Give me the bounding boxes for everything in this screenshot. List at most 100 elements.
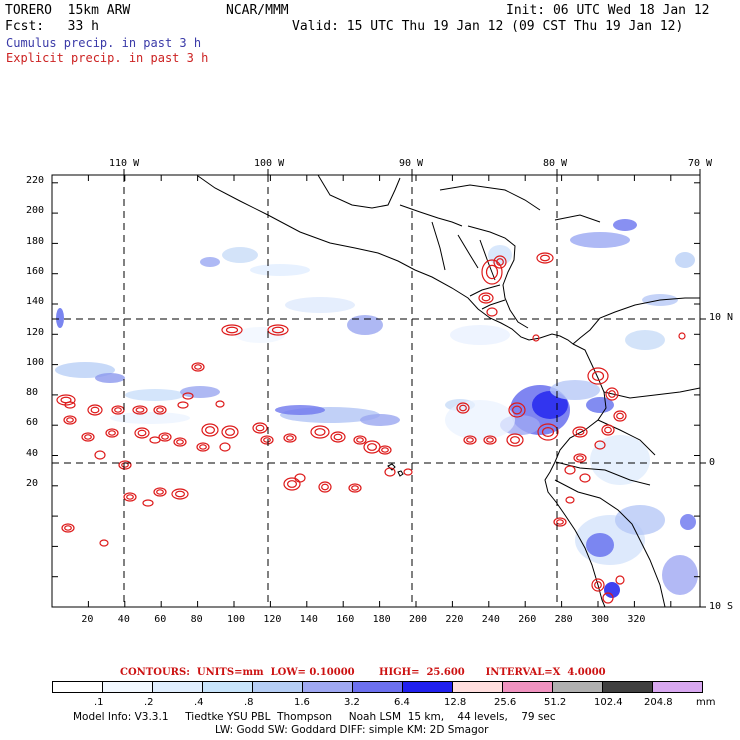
explicit-contour [594, 440, 606, 450]
x-tick-label: 200 [409, 614, 428, 625]
cumulus-area [586, 397, 614, 413]
explicit-contour [173, 437, 187, 447]
explicit-contour [219, 442, 231, 452]
y-tick-label: 60 [26, 417, 39, 429]
explicit-contour [149, 436, 161, 444]
explicit-contour [615, 575, 625, 585]
explicit-contour-inner [486, 437, 494, 443]
explicit-contour [201, 423, 219, 437]
explicit-contour [191, 362, 205, 372]
explicit-contour [601, 424, 615, 436]
center-label: NCAR/MMM [226, 3, 289, 18]
scale-swatch [452, 681, 503, 693]
coastline [603, 387, 701, 399]
explicit-contour-inner [594, 581, 602, 589]
explicit-contour [182, 392, 194, 400]
scale-label: 51.2 [544, 697, 567, 708]
cumulus-area [590, 435, 650, 485]
scale-swatch [402, 681, 453, 693]
explicit-contour-inner [108, 430, 116, 436]
explicit-contour-inner [263, 437, 271, 443]
coastline [554, 479, 666, 608]
explicit-contour [283, 477, 301, 491]
cumulus-area [285, 297, 355, 313]
valid-time: Valid: 15 UTC Thu 19 Jan 12 (09 CST Thu … [292, 19, 684, 34]
explicit-contour [553, 517, 567, 527]
explicit-contour [252, 422, 268, 434]
axis-ticks [51, 169, 706, 608]
explicit-contour-inner [511, 405, 522, 415]
coastline [481, 299, 506, 310]
coastline [397, 470, 404, 477]
y-tick-label: 180 [26, 235, 45, 247]
explicit-contour-inner [616, 412, 624, 420]
explicit-contour [153, 405, 167, 415]
y-tick-label: 80 [26, 387, 39, 399]
explicit-contour [94, 450, 106, 460]
explicit-contour-inner [541, 427, 555, 438]
explicit-contour [384, 467, 396, 477]
scale-swatch [152, 681, 203, 693]
explicit-contour [283, 433, 297, 443]
scale-label: 3.2 [344, 697, 360, 708]
explicit-contour-inner [255, 424, 265, 432]
scale-label: 102.4 [594, 697, 623, 708]
cumulus-area [445, 400, 515, 440]
coastline [479, 239, 496, 281]
y-tick-label: 140 [26, 296, 45, 308]
explicit-contour [196, 442, 210, 452]
scale-label: .8 [244, 697, 254, 708]
x-tick-label: 280 [554, 614, 573, 625]
cumulus-area [586, 533, 614, 557]
explicit-contour [118, 460, 132, 470]
explicit-contour-inner [356, 437, 364, 443]
model-title: TORERO 15km ARW [5, 3, 131, 18]
explicit-contour-inner [135, 407, 145, 413]
explicit-contour [142, 499, 154, 507]
model-info: Model Info: V3.3.1 Tiedtke YSU PBL Thomp… [73, 711, 556, 723]
explicit-contour [105, 428, 119, 438]
x-tick-label: 40 [117, 614, 130, 625]
explicit-contour-inner [176, 439, 184, 445]
coastline [439, 184, 541, 211]
explicit-contour [613, 410, 627, 422]
explicit-contour [564, 465, 576, 475]
cumulus-area [675, 252, 695, 268]
map-frame [51, 174, 701, 608]
legend-explicit: Explicit precip. in past 3 h [6, 51, 209, 65]
explicit-contour-inner [66, 417, 74, 423]
explicit-contour [171, 488, 189, 500]
y-tick-label: 120 [26, 326, 45, 338]
explicit-contour-inner [333, 433, 343, 441]
explicit-contour-inner [510, 436, 521, 444]
explicit-contour-inner [351, 485, 359, 491]
explicit-contour-inner [367, 443, 378, 451]
explicit-contour-inner [175, 490, 186, 498]
scale-swatch [252, 681, 303, 693]
cumulus-area [250, 264, 310, 276]
y-tick-label: 200 [26, 205, 45, 217]
coastline [544, 343, 607, 608]
explicit-contour [215, 400, 225, 408]
explicit-contour [573, 453, 587, 463]
explicit-contour [486, 307, 498, 317]
cumulus-area [56, 308, 64, 328]
explicit-contour [537, 423, 559, 441]
x-tick-label: 120 [263, 614, 282, 625]
scale-label: 6.4 [394, 697, 410, 708]
explicit-contour [348, 483, 362, 493]
cumulus-area [488, 245, 512, 265]
coastline [387, 463, 396, 471]
explicit-contour [158, 432, 172, 442]
x-tick-label: 180 [372, 614, 391, 625]
scale-swatch [552, 681, 603, 693]
explicit-contour [221, 425, 239, 439]
explicit-contour-inner [90, 406, 100, 414]
explicit-contour-inner [161, 434, 169, 440]
y-tick-label: 20 [26, 478, 39, 489]
explicit-contour-inner [381, 447, 389, 453]
contours-info: CONTOURS: UNITS=mm LOW= 0.10000 HIGH= 25… [120, 667, 606, 678]
x-tick-label: 140 [299, 614, 318, 625]
cumulus-area [275, 405, 325, 415]
explicit-contour-inner [287, 480, 298, 488]
